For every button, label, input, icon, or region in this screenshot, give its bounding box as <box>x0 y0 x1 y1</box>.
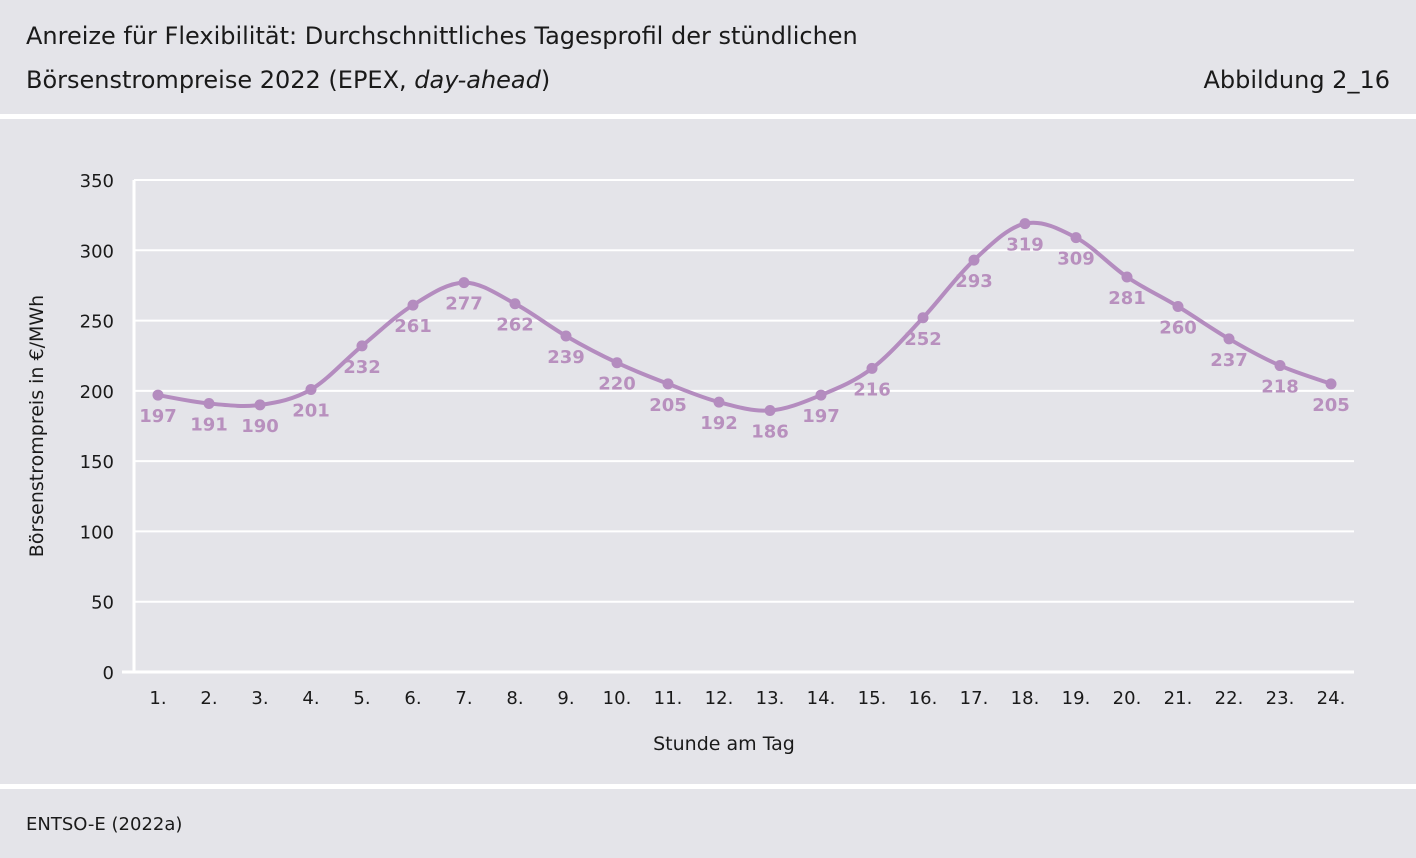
y-axis-label: Börsenstrompreis in €/MWh <box>26 295 48 557</box>
data-label: 220 <box>598 374 636 395</box>
x-tick-label: 4. <box>302 688 319 709</box>
data-point <box>1325 378 1337 390</box>
x-tick-label: 24. <box>1317 688 1346 709</box>
data-point <box>713 396 725 408</box>
data-point <box>356 340 368 352</box>
data-point <box>764 405 776 417</box>
x-tick-label: 1. <box>149 688 166 709</box>
data-label: 197 <box>139 406 177 427</box>
line-chart: 0 50 100 150 200 250 300 350 1. 2. 3. 4. 5. 6. 7. 8. 9.… <box>26 171 1354 755</box>
data-point <box>254 399 266 411</box>
y-tick-label: 300 <box>80 241 114 262</box>
grid-lines <box>122 179 1354 674</box>
data-label: 191 <box>190 415 228 436</box>
data-labels: 197 191 190 201 232 261 277 262 239 220 205 192 186 1… <box>139 235 1350 443</box>
x-tick-label: 13. <box>756 688 785 709</box>
data-label: 260 <box>1159 318 1197 339</box>
y-tick-label: 350 <box>80 171 114 192</box>
data-point <box>1121 271 1133 283</box>
data-point <box>305 383 317 395</box>
x-tick-label: 9. <box>557 688 574 709</box>
x-tick-label: 14. <box>807 688 836 709</box>
data-label: 252 <box>904 329 942 350</box>
y-tick-label: 150 <box>80 452 114 473</box>
chart-title-italic: day-ahead <box>414 66 541 94</box>
data-label: 239 <box>547 347 585 368</box>
x-tick-label: 19. <box>1062 688 1091 709</box>
data-label: 309 <box>1057 249 1095 270</box>
x-tick-label: 7. <box>455 688 472 709</box>
x-tick-label: 2. <box>200 688 217 709</box>
y-tick-label: 100 <box>80 522 114 543</box>
x-tick-label: 6. <box>404 688 421 709</box>
data-point <box>917 312 929 324</box>
chart-title-line-2: Börsenstrompreise 2022 (EPEX, day-ahead) <box>26 66 550 94</box>
x-tick-label: 16. <box>909 688 938 709</box>
data-label: 281 <box>1108 288 1146 309</box>
x-tick-label: 15. <box>858 688 887 709</box>
data-label: 319 <box>1006 235 1044 256</box>
data-label: 261 <box>394 316 432 337</box>
data-point <box>509 298 521 310</box>
data-point <box>1223 333 1235 345</box>
x-tick-label: 10. <box>603 688 632 709</box>
data-label: 205 <box>1312 395 1350 416</box>
data-label: 216 <box>853 379 891 400</box>
data-point <box>1070 232 1082 244</box>
x-tick-label: 20. <box>1113 688 1142 709</box>
data-label: 197 <box>802 406 840 427</box>
data-point <box>1274 360 1286 372</box>
x-tick-label: 22. <box>1215 688 1244 709</box>
x-axis-label: Stunde am Tag <box>653 733 795 755</box>
data-label: 186 <box>751 422 789 443</box>
data-label: 205 <box>649 395 687 416</box>
data-point <box>560 330 572 342</box>
data-label: 277 <box>445 294 483 315</box>
chart-title-prefix: Börsenstrompreise 2022 (EPEX, <box>26 66 415 94</box>
data-point <box>203 398 215 410</box>
x-tick-label: 11. <box>654 688 683 709</box>
x-tick-label: 5. <box>353 688 370 709</box>
y-tick-label: 250 <box>80 312 114 333</box>
source-note: ENTSO-E (2022a) <box>26 814 183 835</box>
footer-divider <box>0 784 1416 789</box>
data-label: 293 <box>955 271 993 292</box>
y-tick-label: 50 <box>91 593 114 614</box>
data-label: 192 <box>700 413 738 434</box>
x-tick-label: 18. <box>1011 688 1040 709</box>
data-label: 218 <box>1261 377 1299 398</box>
data-point <box>407 299 419 311</box>
chart-title-line-1: Anreize für Flexibilität: Durchschnittli… <box>26 22 858 50</box>
data-label: 262 <box>496 315 534 336</box>
data-label: 237 <box>1210 350 1248 371</box>
chart-title-suffix: ) <box>540 66 551 94</box>
x-tick-label: 23. <box>1266 688 1295 709</box>
x-tick-label: 12. <box>705 688 734 709</box>
data-point <box>662 378 674 390</box>
figure-number: Abbildung 2_16 <box>1203 66 1390 94</box>
data-point <box>866 362 878 374</box>
header-divider <box>0 114 1416 119</box>
data-point <box>968 254 980 266</box>
data-point <box>1172 301 1184 313</box>
data-point <box>152 389 164 401</box>
data-point <box>815 389 827 401</box>
data-point <box>611 357 623 369</box>
data-label: 232 <box>343 357 381 378</box>
x-axis-ticks: 1. 2. 3. 4. 5. 6. 7. 8. 9. 10. 11. 12. 13. 14. 15. 16. 1… <box>149 688 1345 709</box>
data-points <box>152 218 1337 417</box>
data-label: 201 <box>292 400 330 421</box>
x-tick-label: 3. <box>251 688 268 709</box>
x-tick-label: 17. <box>960 688 989 709</box>
data-label: 190 <box>241 416 279 437</box>
data-point <box>458 277 470 289</box>
y-tick-label: 0 <box>103 663 114 684</box>
figure-header: Anreize für Flexibilität: Durchschnittli… <box>0 0 1416 115</box>
y-tick-label: 200 <box>80 382 114 403</box>
data-point <box>1019 218 1031 230</box>
x-tick-label: 21. <box>1164 688 1193 709</box>
x-tick-label: 8. <box>506 688 523 709</box>
y-axis-ticks: 0 50 100 150 200 250 300 350 <box>80 171 114 684</box>
